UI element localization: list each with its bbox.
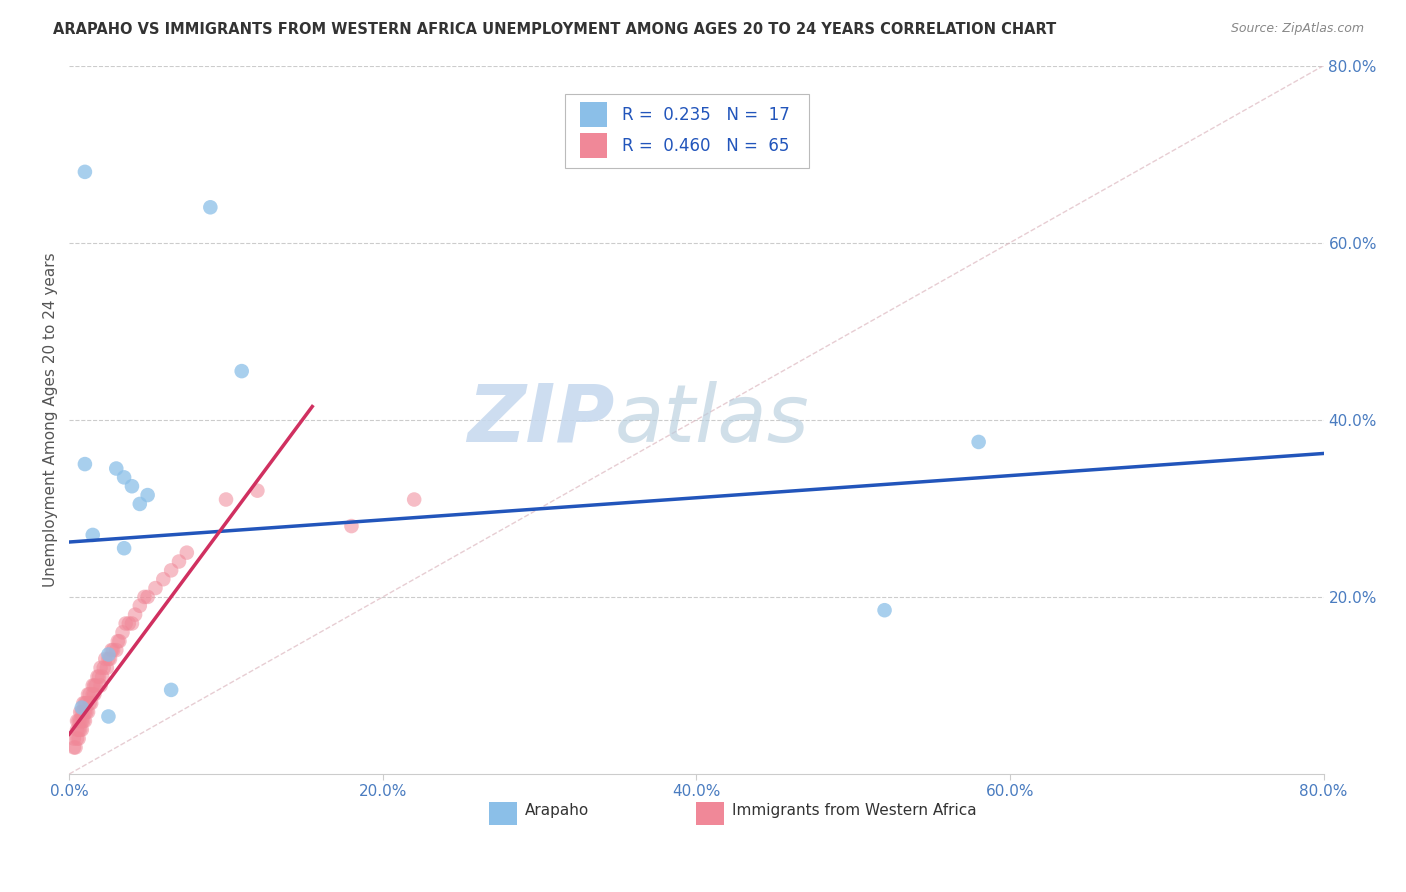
Point	[87, 670, 110, 684]
Point	[83, 678, 105, 692]
Point	[246, 483, 269, 498]
Point	[69, 723, 91, 737]
Point	[76, 696, 98, 710]
Text: Arapaho: Arapaho	[524, 804, 589, 818]
Point	[134, 590, 156, 604]
Point	[108, 634, 131, 648]
Point	[340, 519, 363, 533]
Point	[67, 723, 90, 737]
Point	[73, 696, 96, 710]
Point	[97, 648, 120, 662]
Point	[73, 714, 96, 728]
Text: Immigrants from Western Africa: Immigrants from Western Africa	[731, 804, 976, 818]
Point	[70, 700, 93, 714]
Point	[86, 670, 108, 684]
Point	[67, 714, 90, 728]
Point	[73, 165, 96, 179]
Point	[73, 705, 96, 719]
Point	[70, 723, 93, 737]
Point	[82, 678, 104, 692]
Point	[145, 581, 167, 595]
Point	[69, 714, 91, 728]
Point	[66, 731, 89, 746]
Point	[80, 696, 103, 710]
Point	[152, 572, 174, 586]
Point	[160, 682, 183, 697]
Bar	[489, 803, 517, 825]
Point	[124, 607, 146, 622]
Bar	[696, 803, 724, 825]
Point	[77, 705, 100, 719]
Point	[82, 528, 104, 542]
Point	[128, 497, 150, 511]
Bar	[579, 133, 607, 158]
Point	[111, 625, 134, 640]
Point	[83, 687, 105, 701]
Y-axis label: Unemployment Among Ages 20 to 24 years: Unemployment Among Ages 20 to 24 years	[44, 252, 58, 587]
Point	[112, 470, 135, 484]
Point	[121, 616, 143, 631]
FancyBboxPatch shape	[565, 94, 810, 169]
Point	[79, 687, 101, 701]
Point	[94, 652, 117, 666]
Text: atlas: atlas	[614, 381, 810, 458]
Point	[101, 643, 124, 657]
Point	[107, 634, 129, 648]
Point	[112, 541, 135, 556]
Point	[114, 616, 136, 631]
Point	[90, 678, 112, 692]
Point	[200, 200, 222, 214]
Point	[65, 740, 87, 755]
Text: Source: ZipAtlas.com: Source: ZipAtlas.com	[1230, 22, 1364, 36]
Point	[105, 461, 128, 475]
Point	[105, 643, 128, 657]
Point	[66, 723, 89, 737]
Point	[67, 731, 90, 746]
Point	[82, 687, 104, 701]
Point	[63, 740, 86, 755]
Point	[176, 546, 198, 560]
Point	[93, 661, 115, 675]
Point	[121, 479, 143, 493]
Point	[70, 705, 93, 719]
Point	[967, 434, 990, 449]
Point	[98, 652, 121, 666]
Point	[76, 705, 98, 719]
Point	[128, 599, 150, 613]
Point	[66, 714, 89, 728]
Point	[136, 590, 159, 604]
Text: R =  0.460   N =  65: R = 0.460 N = 65	[623, 136, 790, 154]
Point	[873, 603, 896, 617]
Point	[118, 616, 141, 631]
Point	[77, 687, 100, 701]
Point	[73, 457, 96, 471]
Text: ZIP: ZIP	[468, 381, 614, 458]
Point	[84, 678, 107, 692]
Point	[72, 696, 94, 710]
Text: R =  0.235   N =  17: R = 0.235 N = 17	[623, 106, 790, 124]
Point	[215, 492, 238, 507]
Point	[72, 705, 94, 719]
Point	[91, 670, 114, 684]
Point	[97, 652, 120, 666]
Point	[90, 661, 112, 675]
Point	[69, 705, 91, 719]
Bar	[579, 103, 607, 128]
Point	[70, 714, 93, 728]
Point	[79, 696, 101, 710]
Point	[100, 643, 122, 657]
Point	[63, 731, 86, 746]
Point	[160, 563, 183, 577]
Point	[97, 709, 120, 723]
Point	[136, 488, 159, 502]
Point	[404, 492, 426, 507]
Text: ARAPAHO VS IMMIGRANTS FROM WESTERN AFRICA UNEMPLOYMENT AMONG AGES 20 TO 24 YEARS: ARAPAHO VS IMMIGRANTS FROM WESTERN AFRIC…	[53, 22, 1057, 37]
Point	[72, 714, 94, 728]
Point	[167, 554, 190, 568]
Point	[96, 661, 118, 675]
Point	[231, 364, 253, 378]
